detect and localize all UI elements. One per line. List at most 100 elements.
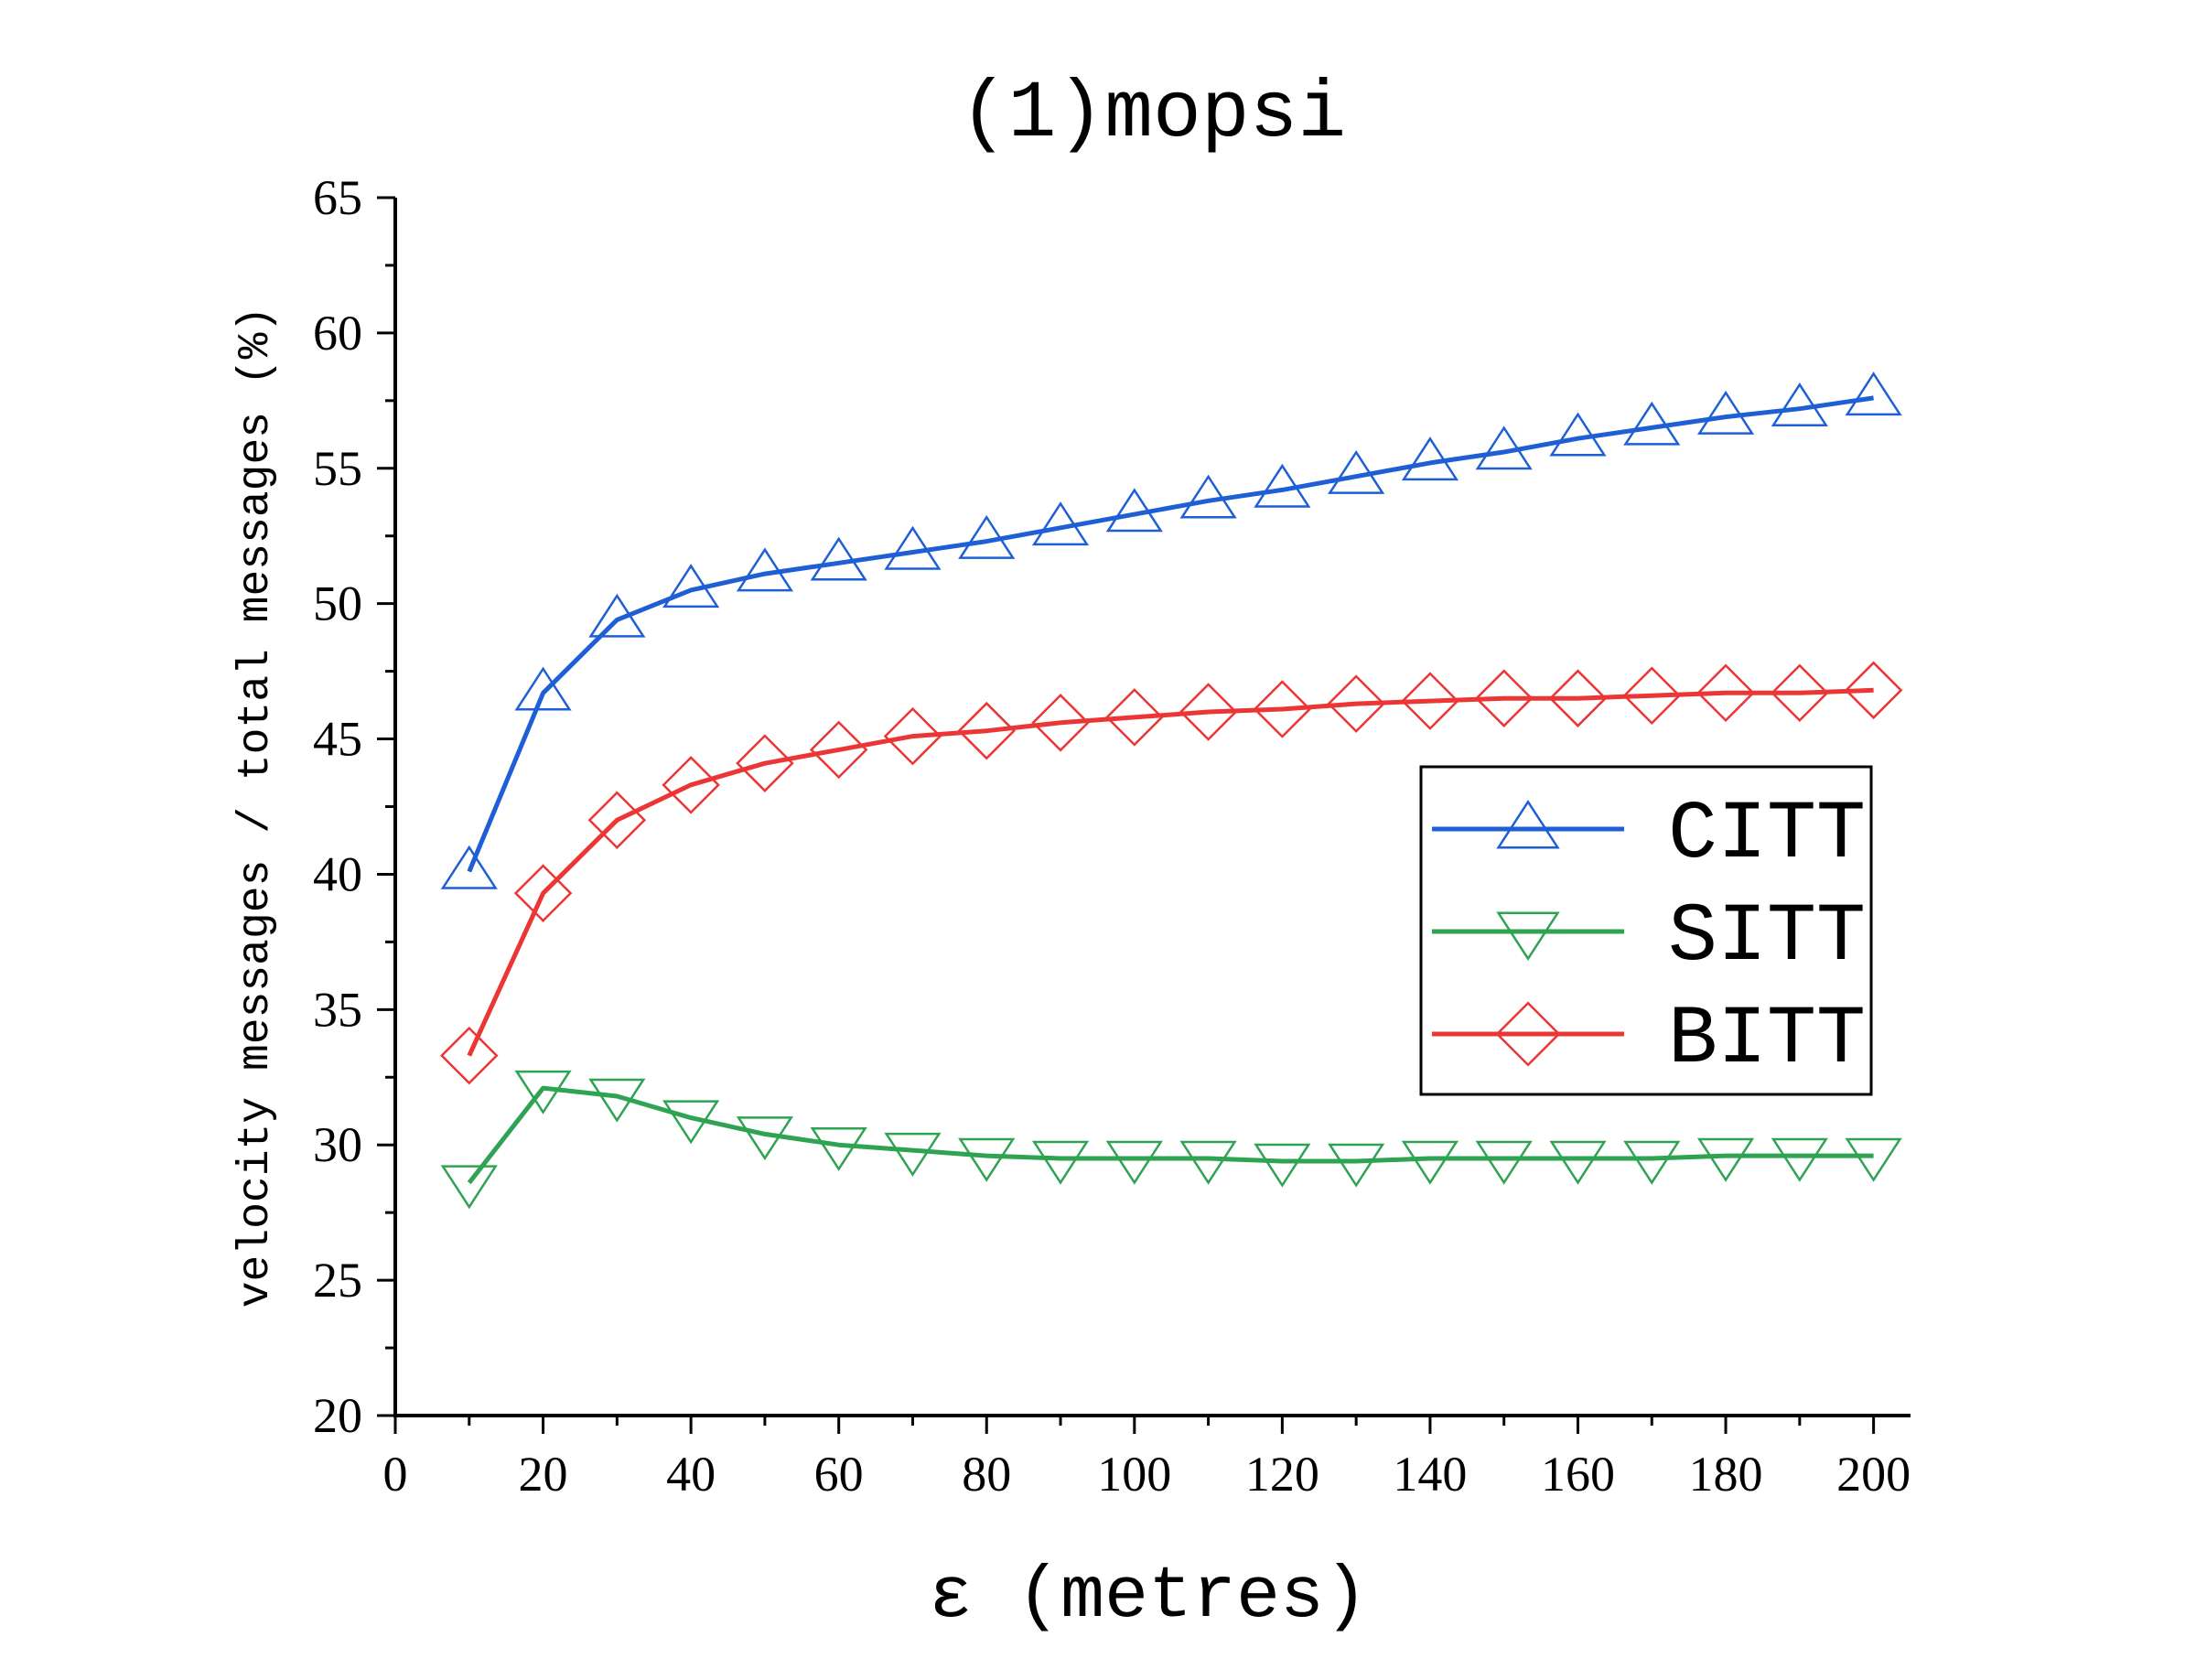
series-layer — [440, 372, 1903, 1210]
series-marker-triangle-up — [1475, 425, 1533, 470]
x-tick-label: 20 — [519, 1447, 568, 1502]
series-marker-triangle-down — [1771, 1137, 1828, 1182]
y-tick-label: 25 — [313, 1253, 362, 1308]
series-marker-diamond — [1474, 669, 1534, 727]
series-marker-triangle-up — [1696, 390, 1755, 435]
series-marker-triangle-down — [1328, 1143, 1385, 1188]
series-marker-triangle-up — [1328, 449, 1385, 494]
series-marker-diamond — [1253, 680, 1312, 738]
series-marker-triangle-down — [1623, 1140, 1681, 1185]
x-tick-label: 120 — [1245, 1447, 1319, 1502]
series-marker-triangle-down — [1496, 911, 1560, 961]
series-marker-diamond — [1401, 672, 1459, 730]
series-marker-triangle-down — [1179, 1140, 1237, 1185]
x-tick-label: 40 — [666, 1447, 716, 1502]
y-axis-label: velocity messages / total messages (%) — [231, 307, 281, 1308]
x-tick-label: 200 — [1836, 1447, 1911, 1502]
series-marker-triangle-up — [1845, 372, 1902, 416]
series-marker-diamond — [587, 791, 647, 850]
x-tick-label: 180 — [1689, 1447, 1763, 1502]
series-marker-triangle-up — [1623, 401, 1681, 446]
series-marker-triangle-down — [1475, 1140, 1533, 1185]
series-marker-triangle-up — [1031, 501, 1090, 546]
series-marker-diamond — [1696, 663, 1755, 723]
series-marker-triangle-down — [736, 1116, 794, 1161]
series-marker-triangle-up — [1549, 412, 1607, 457]
series-marker-triangle-up — [958, 514, 1016, 559]
x-tick-label: 60 — [814, 1447, 864, 1502]
y-tick-label: 35 — [313, 982, 362, 1037]
y-tick-label: 30 — [313, 1117, 362, 1172]
series-marker-triangle-down — [810, 1126, 867, 1171]
series-marker-triangle-down — [588, 1078, 646, 1123]
series-marker-triangle-down — [440, 1165, 498, 1210]
axes: 20 25 30 35 40 45 50 55 60 65 0 20 40 60 80 100 120 140 16… — [313, 170, 1911, 1502]
series-marker-diamond — [1844, 661, 1903, 720]
series-sitt — [440, 1070, 1902, 1210]
legend-label: CITT — [1668, 789, 1866, 882]
series-marker-triangle-down — [884, 1132, 942, 1177]
legend-label: BITT — [1668, 994, 1866, 1087]
x-tick-label: 0 — [383, 1447, 408, 1502]
x-axis-label: ε (metres) — [929, 1556, 1368, 1639]
series-marker-diamond — [1548, 669, 1608, 727]
series-marker-triangle-down — [662, 1100, 720, 1145]
y-tick-label: 40 — [313, 846, 362, 901]
series-marker-triangle-up — [588, 593, 646, 638]
series-marker-triangle-down — [1549, 1140, 1607, 1185]
series-marker-triangle-up — [1254, 463, 1311, 508]
series-marker-triangle-down — [1031, 1140, 1090, 1185]
series-marker-diamond — [1622, 666, 1682, 725]
series-marker-diamond — [1495, 1001, 1561, 1067]
series-marker-triangle-up — [884, 525, 942, 570]
series-marker-diamond — [883, 706, 942, 766]
series-marker-diamond — [1105, 688, 1164, 747]
series-marker-triangle-up — [1105, 488, 1163, 533]
series-marker-diamond — [513, 864, 573, 922]
series-marker-triangle-up — [810, 536, 867, 581]
series-marker-triangle-up — [1179, 474, 1237, 519]
y-tick-label: 60 — [313, 306, 362, 361]
series-marker-triangle-down — [1254, 1143, 1311, 1188]
series-marker-diamond — [1771, 663, 1829, 723]
series-marker-diamond — [662, 756, 720, 814]
series-marker-triangle-down — [1401, 1140, 1459, 1185]
legend-item: SITT — [1432, 891, 1866, 985]
series-marker-triangle-up — [736, 547, 794, 592]
series-bitt — [440, 661, 1903, 1085]
y-tick-label: 65 — [313, 170, 362, 225]
series-marker-diamond — [440, 1026, 499, 1085]
series-marker-triangle-up — [1771, 382, 1828, 426]
series-marker-triangle-up — [1401, 436, 1459, 481]
series-line-sitt — [467, 1085, 1874, 1185]
series-marker-triangle-up — [440, 845, 498, 889]
series-citt — [440, 372, 1902, 889]
series-marker-diamond — [736, 734, 794, 792]
series-marker-triangle-down — [958, 1137, 1016, 1182]
y-tick-label: 45 — [313, 712, 362, 767]
series-marker-diamond — [1327, 674, 1385, 733]
series-marker-diamond — [957, 701, 1017, 760]
series-marker-triangle-down — [1845, 1137, 1902, 1182]
series-marker-triangle-up — [514, 666, 572, 711]
legend-label: SITT — [1668, 891, 1866, 985]
series-marker-diamond — [1179, 683, 1238, 741]
series-marker-triangle-up — [662, 564, 720, 608]
x-tick-label: 140 — [1393, 1447, 1467, 1502]
y-tick-label: 20 — [313, 1388, 362, 1443]
x-tick-label: 100 — [1097, 1447, 1171, 1502]
series-marker-triangle-down — [1105, 1140, 1163, 1185]
x-tick-label: 80 — [962, 1447, 1011, 1502]
series-marker-triangle-down — [1696, 1137, 1755, 1182]
y-tick-label: 55 — [313, 441, 362, 496]
x-tick-label: 160 — [1541, 1447, 1615, 1502]
chart-title: (1)mopsi — [960, 70, 1346, 160]
series-marker-diamond — [809, 720, 868, 780]
series-line-bitt — [467, 687, 1874, 1057]
legend-item: BITT — [1432, 994, 1866, 1087]
series-marker-diamond — [1031, 694, 1090, 752]
y-tick-label: 50 — [313, 576, 362, 631]
